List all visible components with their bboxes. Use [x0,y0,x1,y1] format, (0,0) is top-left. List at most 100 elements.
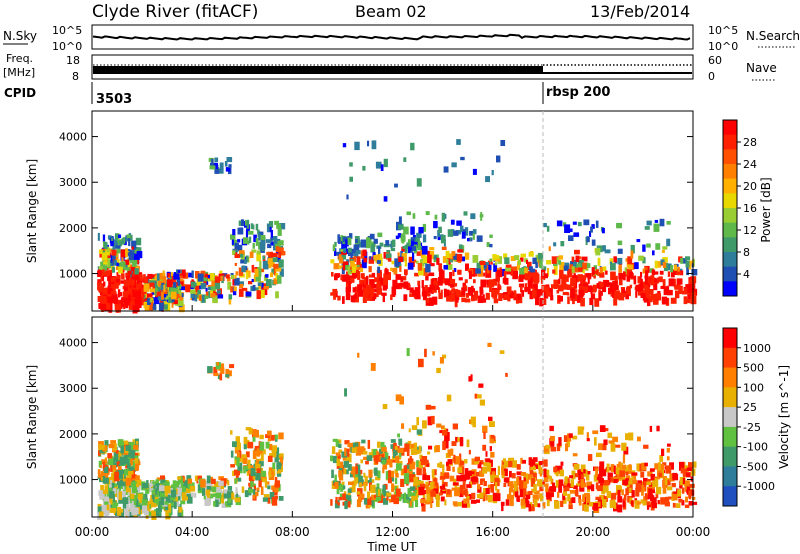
echo-cell [563,435,568,442]
echo-cell [119,456,125,466]
echo-cell [178,292,185,297]
echo-cell [626,275,631,282]
echo-cell [449,259,453,263]
echo-cell [615,491,619,496]
echo-cell [601,443,607,451]
echo-cell [439,485,444,489]
echo-cell [214,496,220,503]
echo-cell [651,497,657,506]
echo-cell [359,267,364,273]
echo-cell [224,161,228,167]
echo-cell [248,470,254,474]
echo-cell [404,473,409,481]
echo-cell [410,237,416,241]
echo-cell [403,281,409,289]
echo-cell [202,294,205,303]
echo-cell [268,443,273,451]
echo-cell [427,495,434,502]
echo-cell [673,278,676,288]
echo-cell [131,473,134,482]
nave-ytick-bottom: 0 [708,70,715,83]
echo-cell [125,478,132,486]
echo-cell [563,481,568,486]
cpid-segment-2: rbsp 200 [546,85,610,100]
echo-cell [571,294,576,299]
echo-cell [497,269,503,278]
echo-cell [403,492,407,501]
echo-cell [130,260,136,264]
echo-cell [586,438,590,442]
echo-cell [149,288,156,293]
echo-cell [121,250,127,258]
echo-cell [342,143,347,148]
echo-cell [684,480,690,487]
echo-cell [131,270,137,277]
echo-cell [573,260,578,268]
echo-cell [416,232,422,238]
echo-cell [470,374,473,381]
echo-cell [116,481,121,485]
echo-cell [520,472,527,476]
echo-cell [336,458,341,467]
echo-cell [591,224,595,229]
echo-cell [243,237,249,244]
echo-cell [577,426,584,435]
echo-cell [471,492,476,499]
echo-cell [256,250,261,255]
echo-cell [132,495,137,501]
echo-cell [120,509,124,513]
echo-cell [187,483,192,490]
echo-cell [389,470,395,478]
echo-cell [273,267,277,276]
echo-cell [276,447,280,456]
echo-cell [117,470,123,478]
colorbar-tick-label: 24 [743,158,757,171]
echo-cell [131,486,138,494]
echo-cell [447,459,453,465]
echo-cell [362,294,367,303]
echo-cell [101,269,107,276]
echo-cell [666,221,671,225]
echo-cell [153,482,158,489]
echo-cell [509,484,514,493]
echo-cell [135,441,139,445]
echo-cell [379,242,384,247]
echo-cell [147,273,153,280]
echo-cell [211,158,214,165]
echo-cell [234,254,240,258]
echo-cell [446,394,452,402]
echo-cell [450,448,454,456]
echo-cell [374,277,380,283]
echo-cell [338,449,343,453]
echo-cell [355,465,358,475]
echo-cell [490,434,495,439]
echo-cell [132,289,138,298]
velocity-data [97,342,698,520]
echo-cell [642,257,646,264]
echo-cell [253,483,256,488]
echo-cell [421,280,424,289]
echo-cell [104,461,108,467]
echo-cell [359,493,365,499]
echo-cell [101,459,107,465]
echo-cell [464,279,468,284]
echo-cell [367,491,370,499]
echo-cell [625,290,629,300]
echo-cell [641,487,644,496]
echo-cell [471,289,474,297]
echo-cell [235,271,239,276]
echo-cell [102,250,106,254]
echo-cell [683,287,688,295]
echo-cell [458,463,463,471]
echo-cell [455,436,459,443]
echo-cell [618,292,625,301]
echo-cell [343,485,346,490]
echo-cell [573,232,580,237]
echo-cell [468,495,472,500]
echo-cell [537,479,543,487]
echo-cell [204,295,209,299]
echo-cell [150,300,153,307]
echo-cell [567,493,571,502]
echo-cell [177,269,181,274]
echo-cell [543,223,547,228]
